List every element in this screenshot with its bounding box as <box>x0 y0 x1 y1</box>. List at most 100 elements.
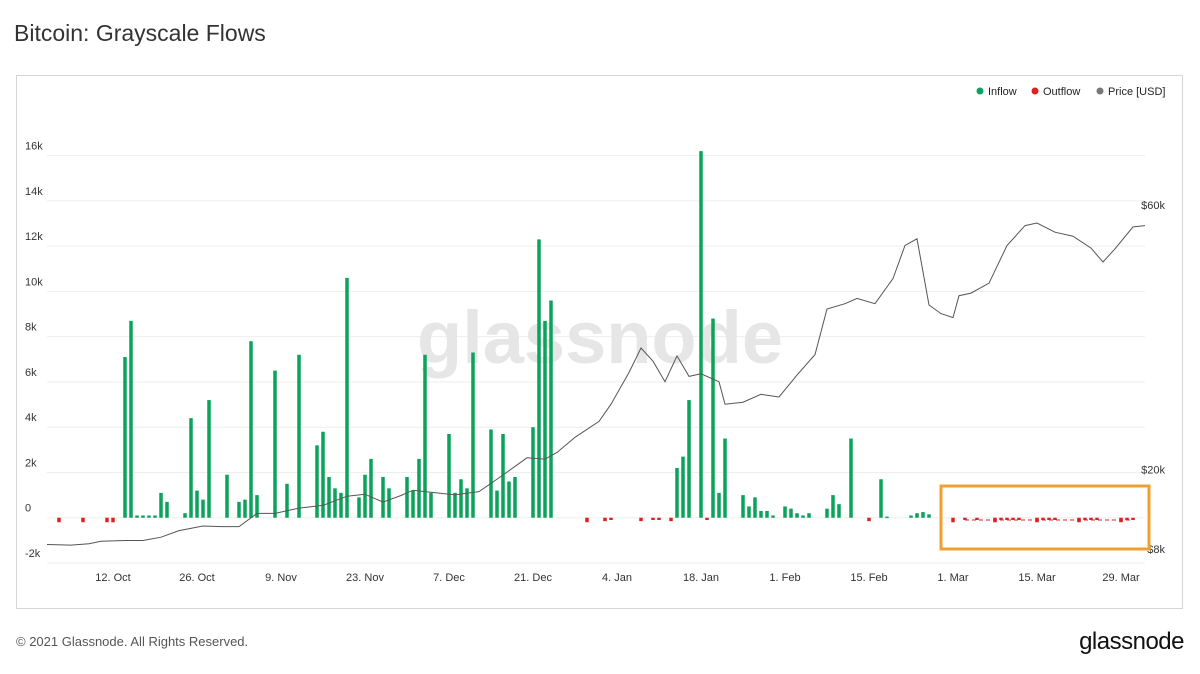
outflow-bar <box>603 517 607 522</box>
inflow-bar <box>135 515 139 518</box>
inflow-bar <box>465 488 469 518</box>
grayscale-flows-chart: -2k 0 2k 4k 6k 8k 10k 12k 14k 16k $8k $20k $60k 12. O… <box>25 86 1165 584</box>
x-tick-label: 9. Nov <box>265 572 297 584</box>
inflow-bar <box>381 477 385 518</box>
inflow-bar <box>795 513 799 518</box>
y2-tick-label: $20k <box>1141 465 1165 477</box>
inflow-bar <box>759 510 763 518</box>
inflow-bar <box>321 431 325 518</box>
outflow-bar <box>1095 517 1099 520</box>
legend-marker <box>1031 87 1039 95</box>
inflow-bar <box>927 514 931 518</box>
y-tick-label: -2k <box>25 548 41 560</box>
legend-marker <box>976 87 984 95</box>
inflow-bar <box>543 320 547 518</box>
inflow-bar <box>801 515 805 518</box>
inflow-bar <box>357 497 361 518</box>
legend-label: Outflow <box>1043 86 1080 98</box>
inflow-bar <box>369 458 373 518</box>
y-tick-label: 0 <box>25 503 31 515</box>
outflow-bar <box>867 517 871 522</box>
inflow-bar <box>447 434 451 518</box>
outflow-bar <box>585 517 589 523</box>
outflow-bar <box>1125 517 1129 520</box>
x-tick-label: 1. Feb <box>769 572 800 584</box>
outflow-bar <box>1041 517 1045 520</box>
x-tick-label: 1. Mar <box>937 572 969 584</box>
inflow-bar <box>207 400 211 518</box>
inflow-bar <box>879 479 883 518</box>
legend-label: Inflow <box>988 86 1017 98</box>
inflow-bar <box>537 239 541 518</box>
highlight-box <box>939 484 1151 551</box>
inflow-bar <box>471 352 475 518</box>
outflow-bar <box>1005 517 1009 520</box>
outflow-bar <box>1047 517 1051 520</box>
outflow-bar <box>1017 517 1021 520</box>
y-tick-label: 4k <box>25 412 37 424</box>
outflow-bar <box>57 517 61 523</box>
inflow-bar <box>501 434 505 518</box>
outflow-bar <box>975 517 979 520</box>
inflow-bar <box>297 354 301 518</box>
inflow-bar <box>459 479 463 518</box>
inflow-bar <box>771 515 775 518</box>
copyright-text: © 2021 Glassnode. All Rights Reserved. <box>16 634 249 649</box>
inflow-bar <box>831 495 835 518</box>
x-tick-label: 26. Oct <box>179 572 214 584</box>
outflow-bar <box>81 517 85 523</box>
inflow-bar <box>789 508 793 518</box>
x-tick-label: 23. Nov <box>346 572 384 584</box>
x-tick-label: 12. Oct <box>95 572 130 584</box>
y-tick-label: 14k <box>25 186 43 198</box>
inflow-bar <box>315 445 319 518</box>
inflow-bar <box>723 438 727 518</box>
inflow-bar <box>243 499 247 518</box>
inflow-bar <box>753 497 757 518</box>
inflow-bar <box>849 438 853 518</box>
inflow-bar <box>513 477 517 518</box>
outflow-bar <box>705 517 709 520</box>
inflow-bar <box>405 477 409 518</box>
inflow-bar <box>147 515 151 518</box>
legend-label: Price [USD] <box>1108 86 1165 98</box>
inflow-bar <box>885 516 889 519</box>
inflow-bar <box>339 492 343 518</box>
inflow-bar <box>765 510 769 518</box>
inflow-bar <box>717 492 721 518</box>
inflow-bar <box>741 495 745 518</box>
inflow-bar <box>129 320 133 518</box>
outflow-bar <box>1053 517 1057 520</box>
inflow-bar <box>159 492 163 518</box>
inflow-bar <box>183 513 187 518</box>
outflow-bar <box>1089 517 1093 520</box>
x-tick-label: 7. Dec <box>433 572 465 584</box>
x-tick-label: 15. Feb <box>850 572 887 584</box>
inflow-bar <box>411 490 415 518</box>
y-tick-label: 16k <box>25 141 43 153</box>
y-tick-label: 12k <box>25 231 43 243</box>
page-title: Bitcoin: Grayscale Flows <box>14 20 266 46</box>
inflow-bar <box>531 427 535 518</box>
inflow-bar <box>429 492 433 518</box>
inflow-bar <box>915 513 919 518</box>
inflow-bar <box>825 508 829 518</box>
inflow-bar <box>699 151 703 518</box>
outflow-bar <box>657 517 661 520</box>
outflow-bar <box>651 517 655 520</box>
inflow-bar <box>237 501 241 518</box>
x-tick-label: 15. Mar <box>1018 572 1056 584</box>
inflow-bar <box>495 490 499 518</box>
inflow-bar <box>327 477 331 518</box>
inflow-bar <box>363 474 367 518</box>
inflow-bar <box>837 504 841 518</box>
inflow-bar <box>123 357 127 518</box>
legend-marker <box>1096 87 1104 95</box>
inflow-bar <box>909 515 913 518</box>
outflow-bar <box>951 517 955 523</box>
inflow-bar <box>255 495 259 518</box>
inflow-bar <box>141 515 145 518</box>
inflow-bar <box>249 341 253 518</box>
outflow-bar <box>999 517 1003 520</box>
chart-frame: -2k 0 2k 4k 6k 8k 10k 12k 14k 16k $8k $20k $60k 12. O… <box>16 75 1183 609</box>
